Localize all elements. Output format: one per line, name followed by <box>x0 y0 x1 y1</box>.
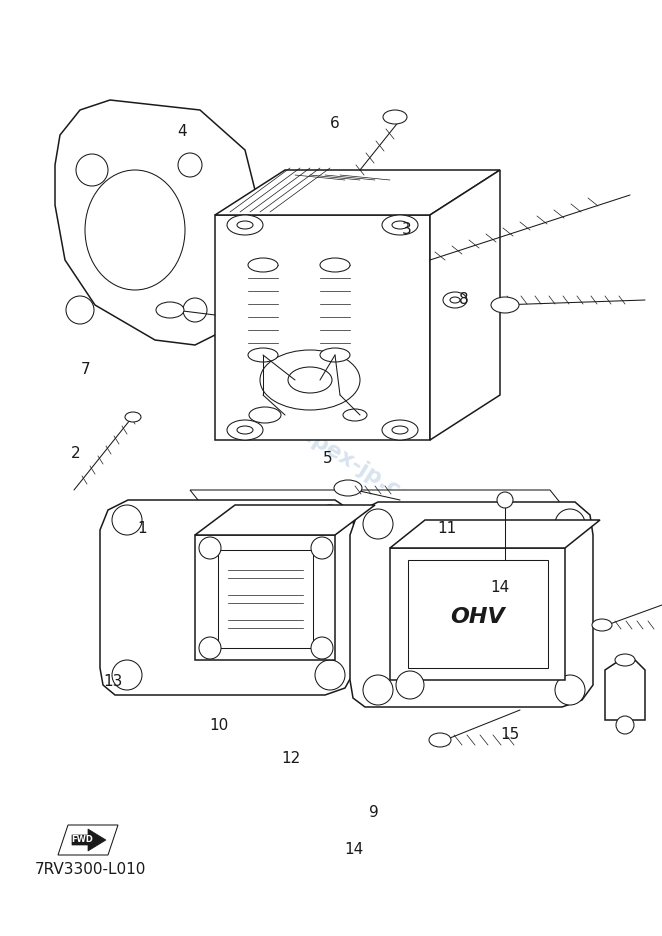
Ellipse shape <box>392 426 408 434</box>
Polygon shape <box>215 215 430 440</box>
Polygon shape <box>408 560 548 668</box>
Ellipse shape <box>392 221 408 229</box>
Polygon shape <box>390 520 600 548</box>
Ellipse shape <box>334 480 362 496</box>
Polygon shape <box>350 502 593 707</box>
Ellipse shape <box>237 221 253 229</box>
Ellipse shape <box>76 154 108 186</box>
Ellipse shape <box>199 637 221 659</box>
Polygon shape <box>55 100 255 345</box>
Polygon shape <box>72 829 106 851</box>
Ellipse shape <box>248 258 278 272</box>
Ellipse shape <box>237 426 253 434</box>
Text: 3: 3 <box>402 222 412 237</box>
Polygon shape <box>190 490 590 540</box>
Ellipse shape <box>66 296 94 324</box>
Text: 4: 4 <box>177 124 187 139</box>
Ellipse shape <box>156 302 184 318</box>
Ellipse shape <box>112 660 142 690</box>
Text: 1: 1 <box>138 521 147 536</box>
Ellipse shape <box>183 298 207 322</box>
Text: www.impex-jp.com: www.impex-jp.com <box>224 378 436 520</box>
Polygon shape <box>218 550 313 648</box>
Ellipse shape <box>320 348 350 362</box>
Polygon shape <box>605 660 645 720</box>
Ellipse shape <box>363 675 393 705</box>
Ellipse shape <box>315 505 345 535</box>
Ellipse shape <box>227 420 263 440</box>
Text: 2: 2 <box>71 446 81 461</box>
Ellipse shape <box>227 215 263 235</box>
Text: FWD: FWD <box>71 835 93 843</box>
Text: 10: 10 <box>209 718 228 733</box>
Text: 14: 14 <box>490 580 510 595</box>
Text: 8: 8 <box>459 292 468 307</box>
Polygon shape <box>195 505 375 535</box>
Ellipse shape <box>615 654 635 666</box>
Text: 12: 12 <box>281 751 301 766</box>
Ellipse shape <box>555 675 585 705</box>
Ellipse shape <box>616 716 634 734</box>
Ellipse shape <box>382 215 418 235</box>
Text: 14: 14 <box>344 842 364 857</box>
Ellipse shape <box>555 509 585 539</box>
Text: 11: 11 <box>437 521 457 536</box>
Polygon shape <box>390 548 565 680</box>
Ellipse shape <box>178 153 202 177</box>
Ellipse shape <box>112 505 142 535</box>
Ellipse shape <box>260 350 360 410</box>
Ellipse shape <box>85 170 185 290</box>
Ellipse shape <box>443 292 467 308</box>
Ellipse shape <box>311 637 333 659</box>
Ellipse shape <box>396 671 424 699</box>
Ellipse shape <box>363 509 393 539</box>
Text: 6: 6 <box>330 116 339 131</box>
Ellipse shape <box>491 297 519 313</box>
Ellipse shape <box>311 537 333 559</box>
Polygon shape <box>100 500 355 695</box>
Ellipse shape <box>592 619 612 631</box>
Ellipse shape <box>382 420 418 440</box>
Ellipse shape <box>248 348 278 362</box>
Text: 15: 15 <box>500 727 520 742</box>
Ellipse shape <box>125 412 141 422</box>
Text: 13: 13 <box>103 674 122 689</box>
Ellipse shape <box>383 110 407 124</box>
Text: 5: 5 <box>323 451 332 466</box>
Ellipse shape <box>288 367 332 393</box>
Ellipse shape <box>497 492 513 508</box>
Ellipse shape <box>450 297 460 303</box>
Polygon shape <box>195 535 335 660</box>
Ellipse shape <box>249 407 281 423</box>
Ellipse shape <box>320 258 350 272</box>
Text: OHV: OHV <box>451 607 505 627</box>
Ellipse shape <box>315 660 345 690</box>
Text: 7RV3300-L010: 7RV3300-L010 <box>34 862 146 878</box>
Text: 7: 7 <box>81 362 91 377</box>
Text: 9: 9 <box>369 805 379 820</box>
Ellipse shape <box>199 537 221 559</box>
Polygon shape <box>215 170 500 215</box>
Polygon shape <box>430 170 500 440</box>
Polygon shape <box>58 825 118 855</box>
Ellipse shape <box>429 733 451 747</box>
Ellipse shape <box>343 409 367 421</box>
